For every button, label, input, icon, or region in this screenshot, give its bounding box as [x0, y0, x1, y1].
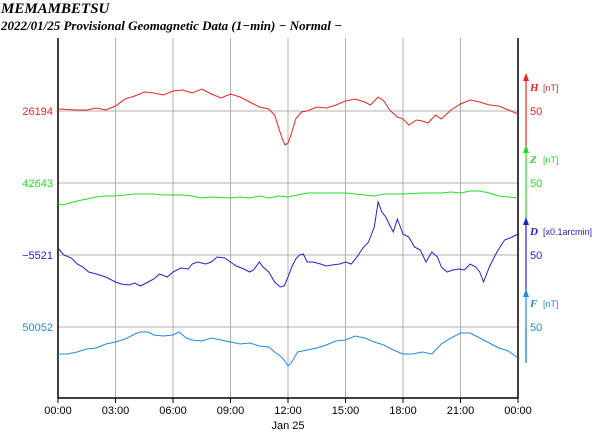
x-tick-label: 00:00 [44, 405, 72, 417]
series-line-f [58, 331, 519, 367]
x-tick-label: 15:00 [332, 405, 360, 417]
x-tick-label: 00:00 [504, 405, 532, 417]
station-title: MEMAMBETSU [1, 1, 110, 17]
x-tick-label: 03:00 [102, 405, 130, 417]
series-line-h [57, 88, 519, 146]
scale-value-d: 50 [530, 250, 542, 262]
series-line-d [57, 200, 519, 288]
component-label-z: Z [529, 154, 537, 166]
component-label-f: F [529, 298, 538, 310]
x-tick-label: 06:00 [159, 405, 187, 417]
component-label-d: D [529, 226, 538, 238]
x-tick-label: 12:00 [274, 405, 302, 417]
unit-label-f: [nT] [543, 299, 559, 309]
scale-arrowhead-d [523, 217, 529, 225]
unit-label-d: [x0.1arcmin] [543, 227, 592, 237]
scale-value-z: 50 [530, 178, 542, 190]
scale-arrowhead-h [523, 73, 529, 81]
x-tick-label: 18:00 [389, 405, 417, 417]
series-line-z [57, 190, 519, 206]
scale-arrowhead-f [523, 289, 529, 297]
unit-label-z: [nT] [543, 155, 559, 165]
scale-value-h: 50 [530, 106, 542, 118]
x-tick-label: 09:00 [217, 405, 245, 417]
date-label: Jan 25 [271, 420, 304, 432]
base-value-d: −5521 [22, 250, 53, 262]
x-tick-label: 21:00 [447, 405, 475, 417]
scale-value-f: 50 [530, 322, 542, 334]
scale-arrowhead-z [523, 145, 529, 153]
unit-label-h: [nT] [543, 83, 559, 93]
base-value-h: 26194 [22, 106, 53, 118]
chart-subtitle: 2022/01/25 Provisional Geomagnetic Data … [1, 18, 343, 33]
component-label-h: H [529, 82, 539, 94]
base-value-z: 42643 [22, 178, 53, 190]
base-value-f: 50052 [22, 322, 53, 334]
